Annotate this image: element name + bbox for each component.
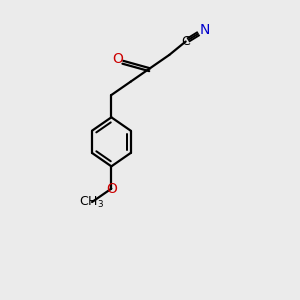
- Text: N: N: [200, 22, 210, 37]
- Text: CH$_3$: CH$_3$: [80, 194, 105, 210]
- Text: C: C: [181, 35, 190, 48]
- Text: O: O: [106, 182, 117, 196]
- Text: O: O: [112, 52, 123, 66]
